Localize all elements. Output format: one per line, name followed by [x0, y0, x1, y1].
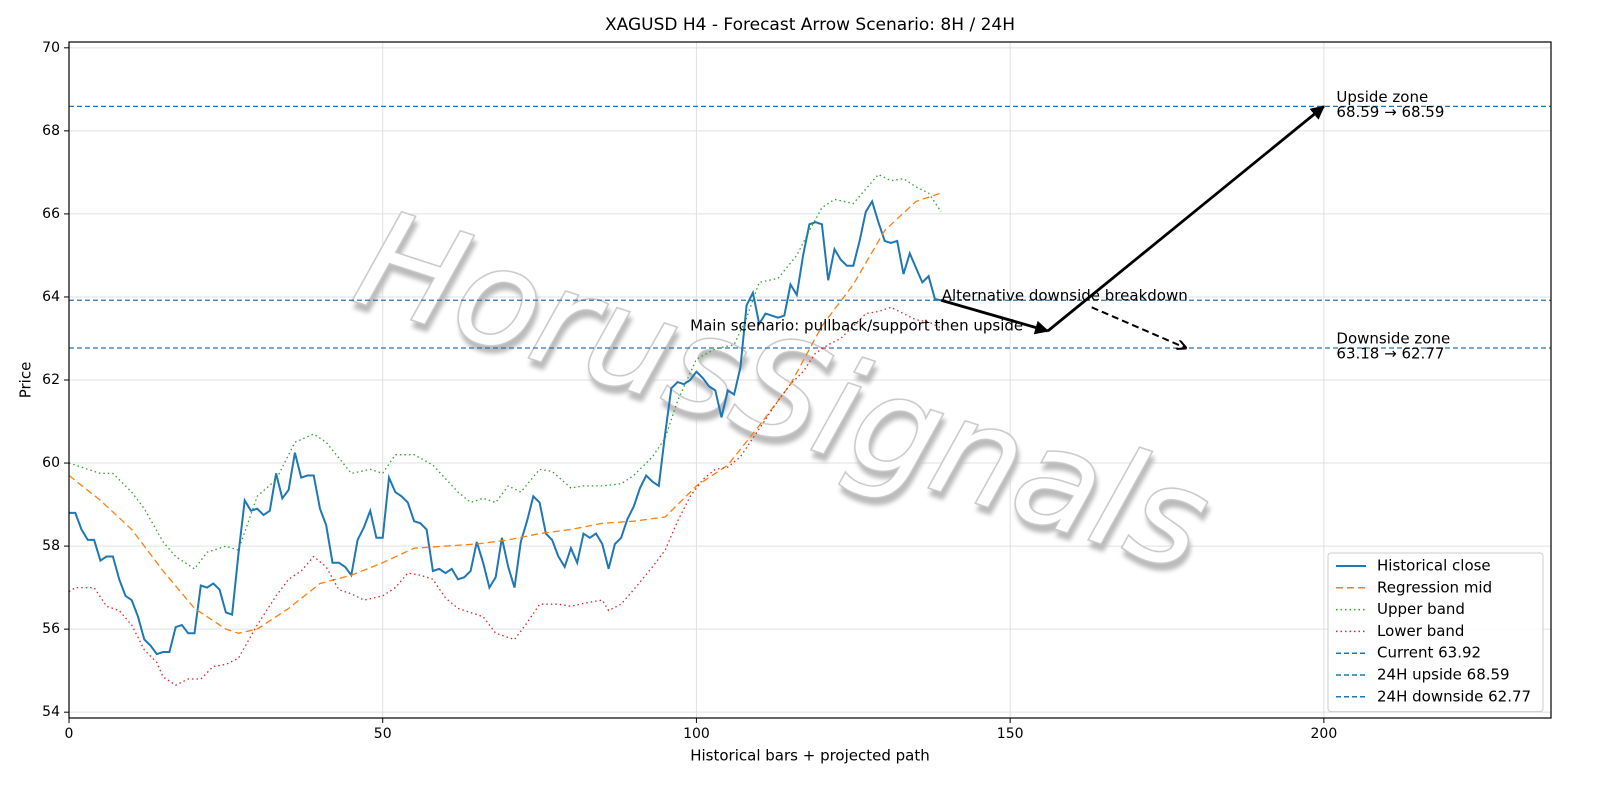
legend-label: Historical close [1377, 557, 1491, 575]
legend-label: Lower band [1377, 622, 1464, 640]
plot-frame [68, 41, 1552, 719]
y-tick-label: 58 [42, 538, 60, 554]
legend-label: Current 63.92 [1377, 644, 1481, 662]
y-tick-label: 62 [42, 372, 60, 388]
annotation: 63.18 → 62.77 [1336, 344, 1444, 362]
chart-title: XAGUSD H4 - Forecast Arrow Scenario: 8H … [605, 15, 1015, 35]
annotation: 68.59 → 68.59 [1336, 103, 1444, 121]
legend-label: Upper band [1377, 600, 1465, 618]
y-tick-label: 60 [42, 455, 60, 471]
y-tick-label: 54 [42, 704, 60, 720]
scenario-arrow [940, 298, 1050, 335]
watermark: HorusSignals [340, 180, 1226, 601]
x-tick-label: 150 [997, 726, 1024, 742]
x-tick-label: 100 [683, 726, 710, 742]
y-tick-label: 64 [42, 289, 60, 305]
y-tick-label: 56 [42, 621, 60, 637]
series-line [69, 198, 942, 656]
legend-label: Regression mid [1377, 578, 1492, 596]
x-tick-label: 0 [65, 726, 74, 742]
scenario-arrow [1046, 105, 1325, 333]
series-line [68, 192, 942, 634]
annotation: Upside zone [1336, 88, 1428, 106]
x-tick-label: 50 [374, 726, 392, 742]
y-tick-label: 66 [42, 206, 60, 222]
annotation: Downside zone [1336, 329, 1450, 347]
y-tick-label: 70 [42, 40, 60, 56]
annotation: Alternative downside breakdown [942, 287, 1188, 305]
annotation: Main scenario: pullback/support then ups… [690, 317, 1023, 335]
legend-label: 24H upside 68.59 [1377, 666, 1510, 684]
legend-box [1327, 552, 1544, 713]
x-axis-label: Historical bars + projected path [690, 747, 930, 765]
legend-label: 24H downside 62.77 [1377, 687, 1531, 705]
scenario-arrow [1091, 306, 1186, 348]
x-tick-label: 200 [1311, 726, 1338, 742]
y-axis-label: Price [17, 362, 35, 399]
y-tick-label: 68 [42, 123, 60, 139]
